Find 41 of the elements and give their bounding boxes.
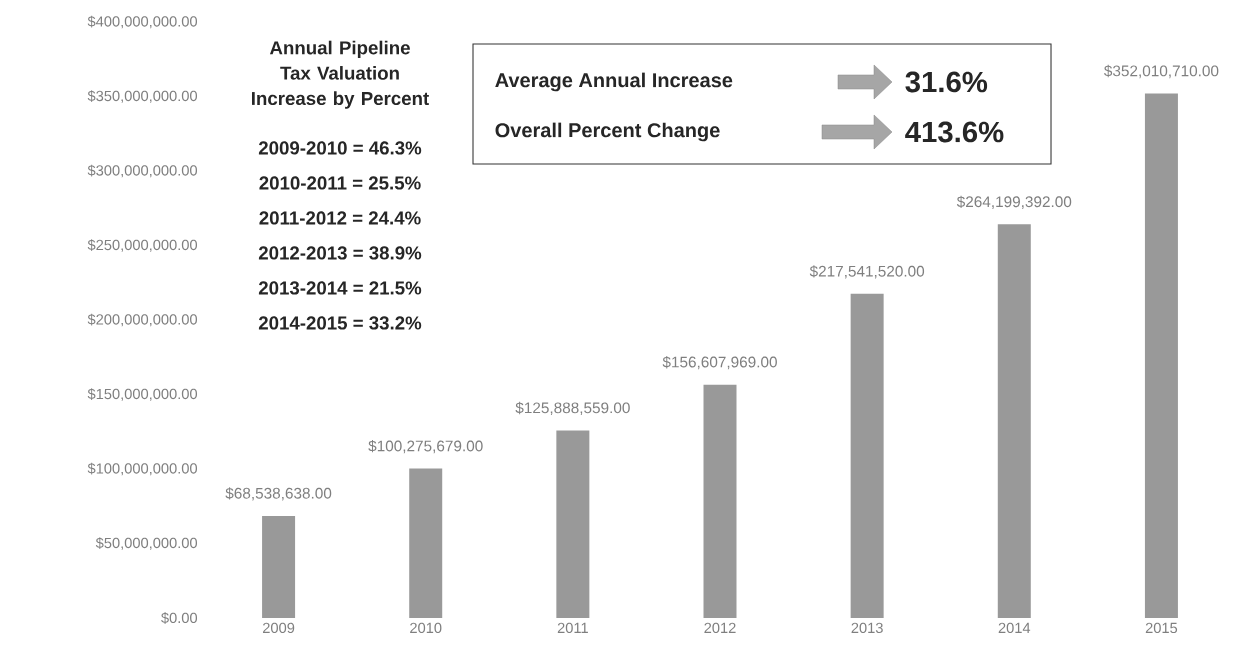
y-tick-label: $100,000,000.00 [87, 462, 198, 476]
y-tick-label: $150,000,000.00 [87, 388, 198, 401]
y-tick-label: $350,000,000.00 [87, 90, 198, 103]
y-tick-label: $50,000,000.00 [95, 537, 198, 550]
annotation: Annual Pipeline Tax Valuation Increase by Percent [252, 40, 429, 109]
bar [1144, 93, 1178, 618]
annotation: 2010-2011 = 25.5% [259, 176, 421, 190]
data-label: $156,607,969.00 [662, 355, 777, 370]
data-label: $264,199,392.00 [956, 195, 1072, 209]
bar [850, 293, 884, 618]
annotation: 2013-2014 = 21.5% [258, 281, 422, 295]
y-tick-label: $200,000,000.00 [87, 313, 198, 327]
bar [997, 224, 1031, 618]
annotation: 31.6% [905, 71, 988, 93]
x-tick-label: 2014 [998, 622, 1031, 634]
y-tick-label: $0.00 [161, 612, 198, 624]
x-tick-label: 2012 [704, 622, 736, 634]
x-tick-label: 2013 [851, 622, 883, 634]
annotation: Average Annual Increase [495, 72, 733, 92]
data-label: $68,538,638.00 [225, 487, 332, 501]
annotation: Overall Percent Change [495, 122, 720, 142]
bar [409, 468, 443, 618]
bar [262, 515, 296, 618]
x-tick-label: 2015 [1145, 622, 1178, 634]
annotation: 413.6% [905, 121, 1004, 143]
annotation: 2011-2012 = 24.4% [259, 211, 421, 225]
y-tick-label: $250,000,000.00 [87, 239, 198, 252]
annotation: 2014-2015 = 33.2% [258, 316, 422, 330]
x-tick-label: 2010 [410, 622, 442, 634]
x-tick-label: 2009 [262, 622, 295, 634]
bar [703, 384, 737, 618]
x-tick-label: 2011 [557, 622, 588, 634]
data-label: $125,888,559.00 [515, 401, 630, 416]
y-tick-label: $300,000,000.00 [87, 164, 198, 178]
data-label: $100,275,679.00 [368, 439, 483, 454]
annotation: 2012-2013 = 38.9% [258, 246, 422, 260]
annotation: 2009-2010 = 46.3% [258, 141, 422, 155]
data-label: $352,010,710.00 [1104, 64, 1219, 79]
data-label: $217,541,520.00 [809, 265, 925, 279]
y-tick-label: $400,000,000.00 [87, 15, 198, 29]
bar [556, 430, 590, 618]
